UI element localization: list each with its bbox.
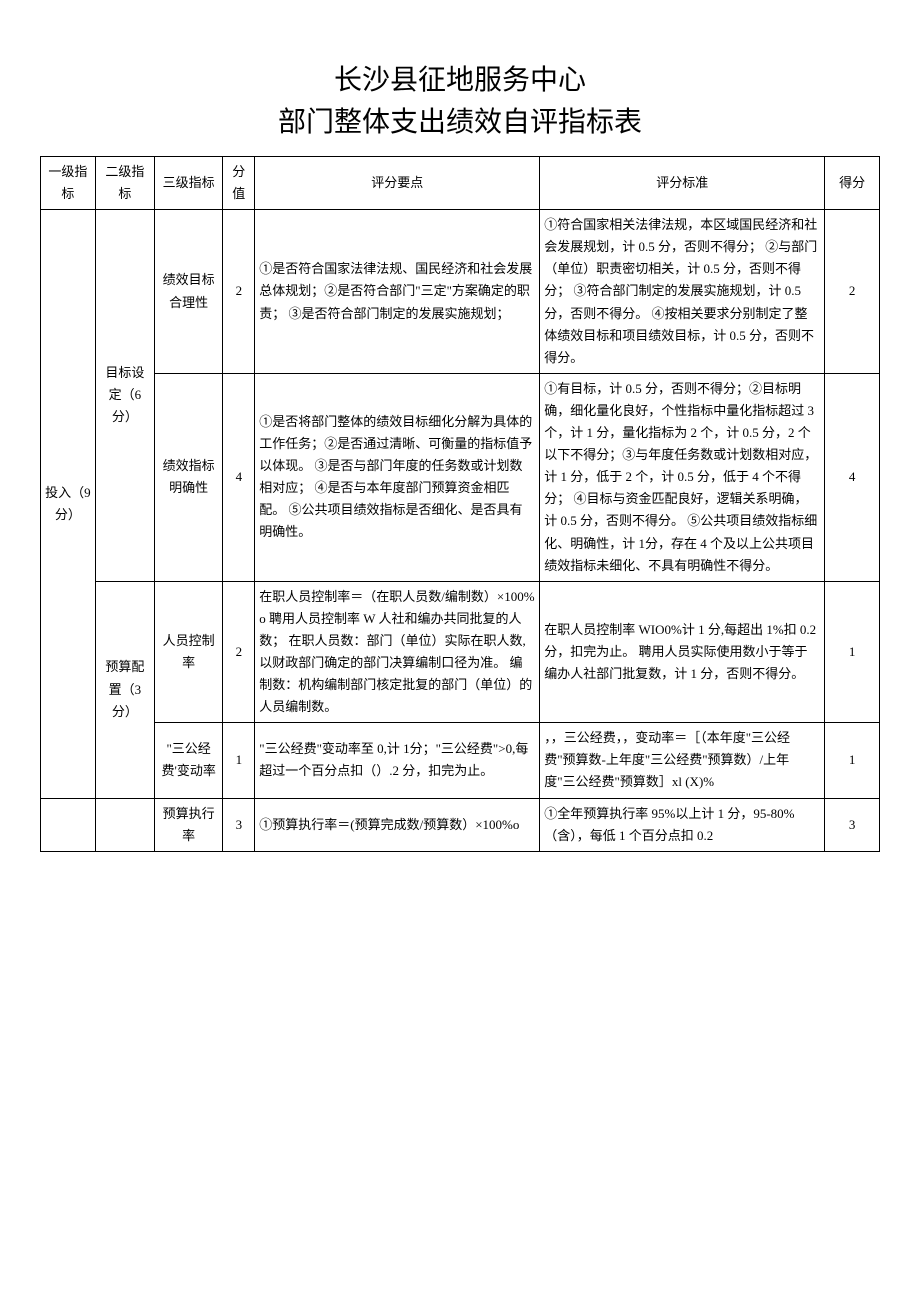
cell-points: 在职人员控制率＝（在职人员数/编制数）×100%o 聘用人员控制率 W 人社和编…	[255, 581, 540, 723]
cell-level2-empty	[95, 798, 154, 851]
cell-score: 1	[825, 581, 880, 723]
header-maxscore: 分值	[223, 157, 255, 210]
header-level1: 一级指标	[41, 157, 96, 210]
cell-points: ①是否将部门整体的绩效目标细化分解为具体的工作任务；②是否通过清晰、可衡量的指标…	[255, 373, 540, 581]
cell-points: ①预算执行率＝(预算完成数/预算数）×100%o	[255, 798, 540, 851]
header-score: 得分	[825, 157, 880, 210]
cell-score: 1	[825, 723, 880, 798]
document-title: 长沙县征地服务中心 部门整体支出绩效自评指标表	[40, 60, 880, 144]
cell-score: 2	[825, 210, 880, 374]
cell-level1-empty	[41, 798, 96, 851]
cell-level3: 预算执行率	[154, 798, 222, 851]
cell-criteria: ，，三公经费，，变动率＝［（本年度"三公经费"预算数-上年度"三公经费"预算数）…	[540, 723, 825, 798]
title-line-2: 部门整体支出绩效自评指标表	[40, 102, 880, 144]
table-row: "三公经费'变动率 1 "三公经费"变动率至 0,计 1分；"三公经费">0,每…	[41, 723, 880, 798]
evaluation-table: 一级指标 二级指标 三级指标 分值 评分要点 评分标准 得分 投入（9 分） 目…	[40, 156, 880, 852]
title-line-1: 长沙县征地服务中心	[40, 60, 880, 102]
cell-points: "三公经费"变动率至 0,计 1分；"三公经费">0,每超过一个百分点扣（）.2…	[255, 723, 540, 798]
cell-max: 3	[223, 798, 255, 851]
cell-max: 2	[223, 210, 255, 374]
header-keypoints: 评分要点	[255, 157, 540, 210]
cell-points: ①是否符合国家法律法规、国民经济和社会发展总体规划；②是否符合部门"三定"方案确…	[255, 210, 540, 374]
table-row: 投入（9 分） 目标设定（6分） 绩效目标合理性 2 ①是否符合国家法律法规、国…	[41, 210, 880, 374]
cell-level3: 绩效指标明确性	[154, 373, 222, 581]
cell-level3: 人员控制率	[154, 581, 222, 723]
cell-max: 1	[223, 723, 255, 798]
cell-level3: 绩效目标合理性	[154, 210, 222, 374]
table-row: 预算执行率 3 ①预算执行率＝(预算完成数/预算数）×100%o ①全年预算执行…	[41, 798, 880, 851]
cell-criteria: ①有目标，计 0.5 分，否则不得分；②目标明确，细化量化良好，个性指标中量化指…	[540, 373, 825, 581]
header-level3: 三级指标	[154, 157, 222, 210]
cell-max: 4	[223, 373, 255, 581]
table-row: 预算配置（3分） 人员控制率 2 在职人员控制率＝（在职人员数/编制数）×100…	[41, 581, 880, 723]
cell-criteria: ①全年预算执行率 95%以上计 1 分，95-80%（含），每低 1 个百分点扣…	[540, 798, 825, 851]
cell-criteria: ①符合国家相关法律法规，本区域国民经济和社会发展规划，计 0.5 分，否则不得分…	[540, 210, 825, 374]
cell-criteria: 在职人员控制率 WIO0%计 1 分,每超出 1%扣 0.2 分，扣完为止。 聘…	[540, 581, 825, 723]
cell-max: 2	[223, 581, 255, 723]
cell-score: 4	[825, 373, 880, 581]
header-level2: 二级指标	[95, 157, 154, 210]
header-criteria: 评分标准	[540, 157, 825, 210]
cell-level3: "三公经费'变动率	[154, 723, 222, 798]
cell-level2: 预算配置（3分）	[95, 581, 154, 798]
cell-score: 3	[825, 798, 880, 851]
cell-level1: 投入（9 分）	[41, 210, 96, 798]
table-row: 绩效指标明确性 4 ①是否将部门整体的绩效目标细化分解为具体的工作任务；②是否通…	[41, 373, 880, 581]
table-header-row: 一级指标 二级指标 三级指标 分值 评分要点 评分标准 得分	[41, 157, 880, 210]
cell-level2: 目标设定（6分）	[95, 210, 154, 582]
